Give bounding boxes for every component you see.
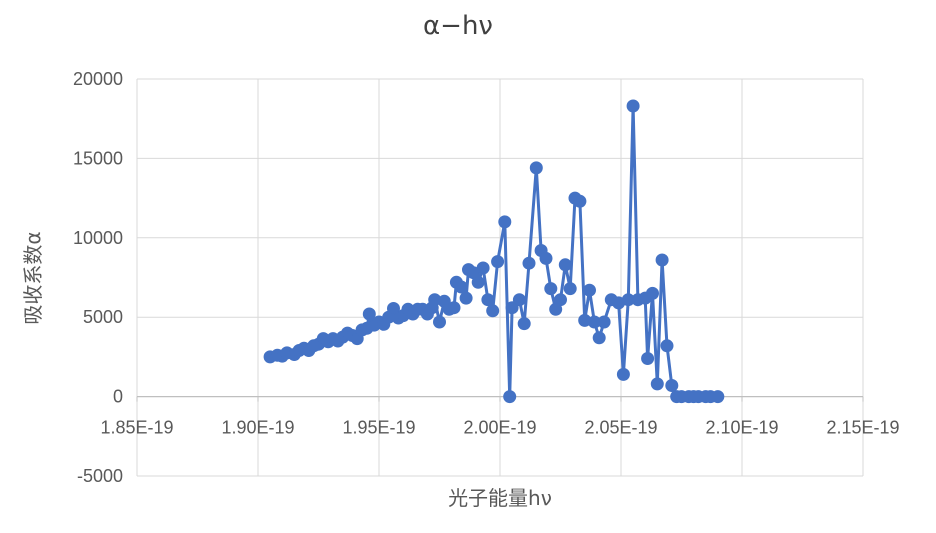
x-tick-label: 2.10E-19 xyxy=(705,418,778,438)
x-tick-label: 2.05E-19 xyxy=(584,418,657,438)
data-point xyxy=(433,315,446,329)
data-point xyxy=(517,317,531,331)
y-tick-label: 10000 xyxy=(73,228,123,248)
data-point xyxy=(522,256,536,270)
data-point xyxy=(505,301,519,315)
data-point xyxy=(660,339,674,353)
y-axis-title: 吸收系数α xyxy=(21,231,45,324)
data-point xyxy=(447,301,461,315)
x-tick-label: 2.15E-19 xyxy=(826,418,899,438)
data-point xyxy=(665,379,679,392)
data-point xyxy=(486,304,500,318)
x-tick-label: 2.00E-19 xyxy=(463,418,536,438)
data-point xyxy=(711,390,725,404)
data-point xyxy=(512,293,526,307)
y-tick-label: -5000 xyxy=(77,466,123,486)
data-point xyxy=(481,293,495,307)
data-point xyxy=(597,315,611,329)
data-point xyxy=(471,275,485,289)
gridlines xyxy=(136,78,864,477)
data-point xyxy=(539,251,553,265)
y-tick-label: 5000 xyxy=(83,307,123,327)
data-point xyxy=(626,99,640,113)
data-point xyxy=(529,161,543,175)
data-point xyxy=(476,261,490,275)
data-series xyxy=(263,99,725,404)
data-point xyxy=(491,255,505,269)
data-point xyxy=(503,390,517,404)
data-point xyxy=(498,215,512,229)
x-tick-label: 1.95E-19 xyxy=(342,418,415,438)
tick-labels: -5000 0 5000 10000 15000 20000 1.85E-19 1.90E-1… xyxy=(73,69,900,486)
data-point xyxy=(544,282,558,296)
x-axis-title: 光子能量hν xyxy=(448,486,552,510)
data-point xyxy=(650,377,664,391)
data-point xyxy=(563,282,577,296)
data-point xyxy=(459,291,473,305)
data-point xyxy=(454,280,468,294)
data-point xyxy=(583,283,596,297)
data-point xyxy=(554,293,567,307)
data-point xyxy=(362,307,376,321)
x-tick-label: 1.85E-19 xyxy=(100,418,173,438)
y-tick-label: 15000 xyxy=(73,148,123,168)
data-point xyxy=(641,352,655,365)
data-point xyxy=(646,286,659,300)
data-point xyxy=(592,331,606,345)
data-point xyxy=(655,253,669,267)
y-tick-label: 0 xyxy=(113,387,123,407)
chart-title: α−hν xyxy=(423,11,493,41)
data-point xyxy=(573,194,587,208)
data-point xyxy=(616,367,630,381)
x-tick-label: 1.90E-19 xyxy=(221,418,294,438)
y-tick-label: 20000 xyxy=(73,69,123,89)
axes xyxy=(136,396,864,402)
data-point xyxy=(558,258,572,272)
